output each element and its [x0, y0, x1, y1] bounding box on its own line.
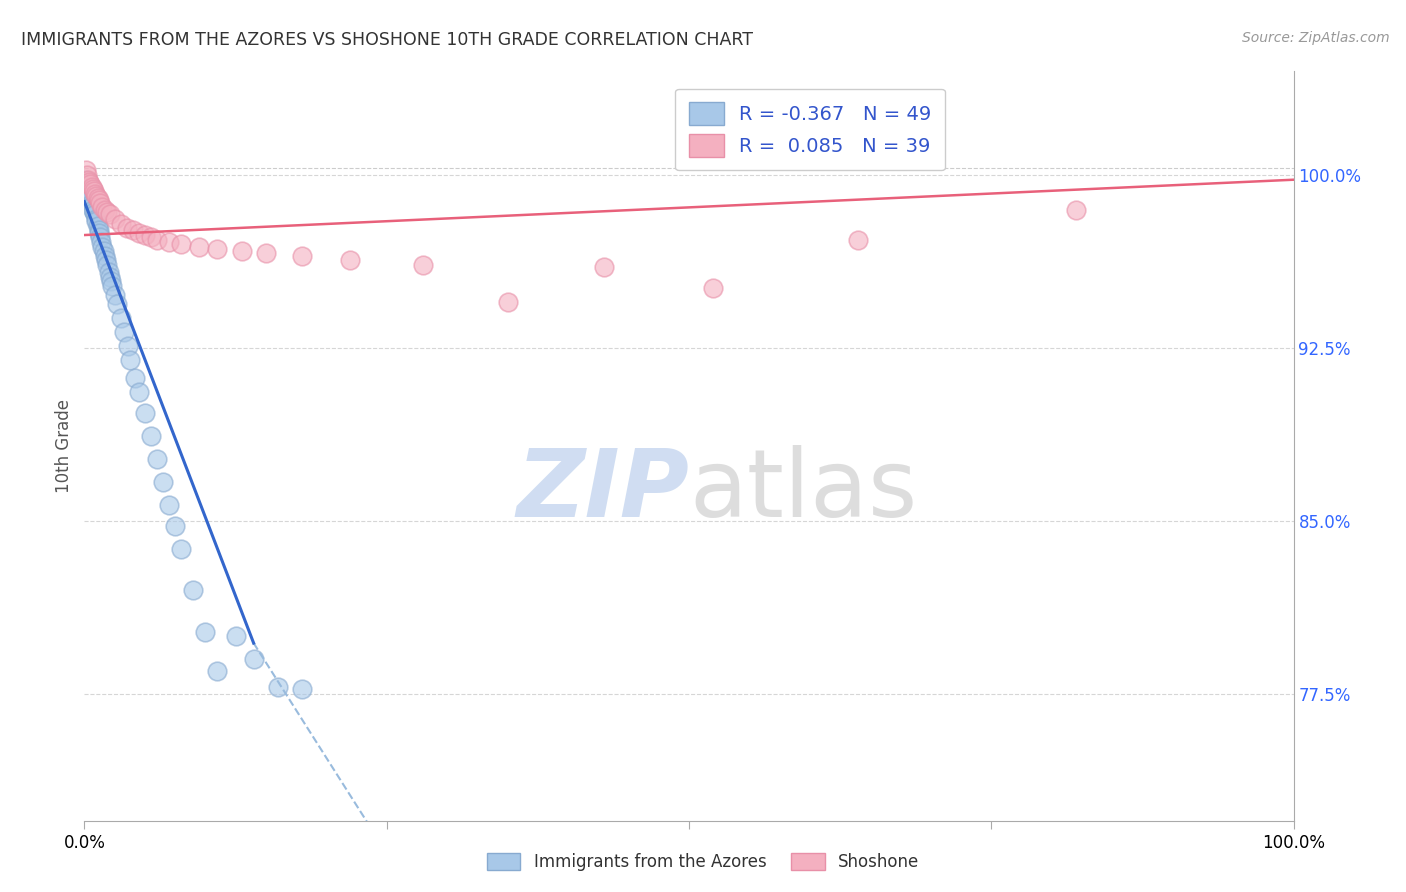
Point	[77, 182, 100, 196]
Point	[82, 182, 104, 196]
Point	[231, 244, 253, 259]
Point	[110, 217, 132, 231]
Point	[86, 219, 108, 233]
Point	[242, 652, 264, 666]
Point	[86, 191, 108, 205]
Legend: Immigrants from the Azores, Shoshone: Immigrants from the Azores, Shoshone	[478, 845, 928, 880]
Point	[76, 178, 98, 192]
Point	[94, 253, 117, 268]
Point	[112, 325, 135, 339]
Point	[91, 200, 114, 214]
Point	[1064, 202, 1087, 217]
Point	[146, 451, 169, 466]
Point	[496, 294, 519, 309]
Point	[77, 184, 100, 198]
Y-axis label: 10th Grade: 10th Grade	[55, 399, 73, 493]
Point	[82, 202, 104, 217]
Legend: R = -0.367   N = 49, R =  0.085   N = 39: R = -0.367 N = 49, R = 0.085 N = 39	[675, 88, 945, 170]
Point	[75, 163, 97, 178]
Point	[98, 207, 121, 221]
Point	[157, 235, 180, 249]
Point	[79, 178, 101, 192]
Text: Source: ZipAtlas.com: Source: ZipAtlas.com	[1241, 31, 1389, 45]
Point	[146, 233, 169, 247]
Point	[96, 258, 118, 272]
Point	[87, 223, 110, 237]
Point	[254, 246, 277, 260]
Point	[97, 265, 120, 279]
Point	[139, 428, 162, 442]
Point	[139, 230, 162, 244]
Point	[267, 680, 290, 694]
Point	[225, 629, 247, 643]
Point	[157, 498, 180, 512]
Point	[120, 352, 142, 367]
Point	[89, 230, 111, 244]
Point	[84, 207, 107, 221]
Text: ZIP: ZIP	[516, 445, 689, 537]
Point	[207, 242, 229, 256]
Point	[170, 541, 193, 556]
Point	[75, 172, 97, 186]
Point	[82, 198, 104, 212]
Point	[90, 235, 112, 249]
Point	[165, 518, 187, 533]
Point	[117, 339, 139, 353]
Point	[77, 189, 100, 203]
Point	[98, 269, 121, 284]
Text: IMMIGRANTS FROM THE AZORES VS SHOSHONE 10TH GRADE CORRELATION CHART: IMMIGRANTS FROM THE AZORES VS SHOSHONE 1…	[21, 31, 754, 49]
Point	[134, 228, 156, 243]
Point	[152, 475, 174, 489]
Point	[93, 244, 115, 259]
Text: atlas: atlas	[689, 445, 917, 537]
Point	[96, 205, 118, 219]
Point	[104, 288, 127, 302]
Point	[84, 186, 107, 201]
Point	[89, 195, 111, 210]
Point	[86, 189, 108, 203]
Point	[80, 195, 103, 210]
Point	[100, 274, 122, 288]
Point	[105, 297, 128, 311]
Point	[115, 221, 138, 235]
Point	[188, 239, 211, 253]
Point	[87, 226, 110, 240]
Point	[76, 168, 98, 182]
Point	[79, 191, 101, 205]
Point	[83, 184, 105, 198]
Point	[291, 249, 314, 263]
Point	[101, 278, 124, 293]
Point	[170, 237, 193, 252]
Point	[412, 258, 434, 272]
Point	[593, 260, 616, 275]
Point	[94, 202, 117, 217]
Point	[207, 664, 229, 678]
Point	[128, 226, 150, 240]
Point	[291, 682, 314, 697]
Point	[91, 239, 114, 253]
Point	[121, 223, 143, 237]
Point	[339, 253, 361, 268]
Point	[86, 211, 108, 226]
Point	[134, 406, 156, 420]
Point	[846, 233, 869, 247]
Point	[128, 384, 150, 399]
Point	[77, 175, 100, 189]
Point	[124, 371, 146, 385]
Point	[77, 172, 100, 186]
Point	[702, 281, 724, 295]
Point	[94, 249, 117, 263]
Point	[181, 583, 204, 598]
Point	[80, 179, 103, 194]
Point	[87, 194, 110, 208]
Point	[86, 214, 108, 228]
Point	[83, 205, 105, 219]
Point	[104, 211, 127, 226]
Point	[110, 311, 132, 326]
Point	[194, 624, 217, 639]
